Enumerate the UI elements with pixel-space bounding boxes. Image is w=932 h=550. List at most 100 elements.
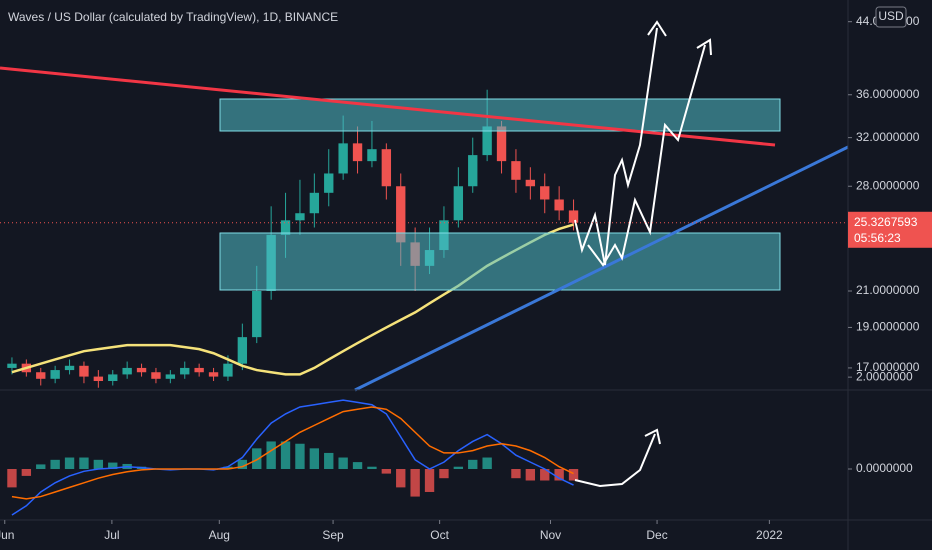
candle-body <box>180 367 190 375</box>
candle-body <box>352 143 363 162</box>
macd-histogram-bar <box>50 459 60 470</box>
macd-histogram-bar <box>64 457 75 470</box>
last-price-label: 25.3267593 <box>854 215 918 229</box>
candle-body <box>223 363 233 377</box>
candle-body <box>511 161 521 180</box>
candle-body <box>194 367 204 373</box>
macd-histogram-bar <box>309 448 320 470</box>
y-tick-label: 32.0000000 <box>856 130 920 144</box>
y-tick-label: 2.0000000 <box>856 369 913 383</box>
candle-body <box>136 367 147 373</box>
y-tick-label: 36.0000000 <box>856 87 920 101</box>
candle-body <box>468 155 478 187</box>
macd-histogram-bar <box>7 469 17 488</box>
x-tick-label: 2022 <box>756 528 783 542</box>
candle-body <box>525 179 536 187</box>
macd-histogram-bar <box>439 469 449 479</box>
macd-histogram-bar <box>36 464 46 470</box>
candle-body <box>540 186 550 200</box>
x-tick-label: Jun <box>0 528 14 542</box>
x-tick-label: Dec <box>646 528 667 542</box>
support-zone <box>219 232 781 291</box>
macd-histogram-bar <box>568 469 579 481</box>
macd-histogram-bar <box>540 469 550 481</box>
candle-body <box>151 372 161 379</box>
x-tick-label: Jul <box>104 528 119 542</box>
macd-histogram-bar <box>324 452 334 470</box>
macd-histogram-bar <box>511 469 521 479</box>
candle-body <box>79 365 89 377</box>
candle-body <box>36 372 46 379</box>
countdown-label: 05:56:23 <box>854 231 901 245</box>
macd-histogram-bar <box>79 457 89 470</box>
candle-body <box>280 220 291 235</box>
macd-histogram-bar <box>381 469 392 474</box>
candle-body <box>554 199 564 211</box>
macd-histogram-bar <box>396 469 406 488</box>
macd-histogram-bar <box>237 459 248 470</box>
macd-histogram-bar <box>252 448 262 470</box>
candle-body <box>295 213 305 221</box>
macd-line <box>11 399 574 516</box>
macd-histogram-bar <box>352 462 363 470</box>
candle-body <box>122 367 132 375</box>
y-tick-label: 0.0000000 <box>856 461 913 475</box>
x-tick-label: Nov <box>540 528 561 542</box>
candle-body <box>381 149 392 187</box>
arrow-head <box>696 38 712 56</box>
x-tick-label: Sep <box>322 528 344 542</box>
chart-title: Waves / US Dollar (calculated by Trading… <box>8 10 338 24</box>
macd-histogram-bar <box>338 457 348 470</box>
projection-arrow <box>574 27 658 266</box>
y-tick-label: 28.0000000 <box>856 178 920 192</box>
candle-body <box>367 149 377 162</box>
y-tick-label: 21.0000000 <box>856 283 920 297</box>
candle-body <box>309 192 320 214</box>
macd-histogram-bar <box>93 459 104 470</box>
resistance-zone <box>219 98 781 132</box>
blue-trendline <box>354 145 849 392</box>
signal-line <box>11 406 574 500</box>
macd-histogram-bar <box>21 469 32 476</box>
arrow-head <box>644 428 661 445</box>
currency-badge <box>875 6 907 28</box>
candle-body <box>252 290 262 338</box>
macd-histogram-bar <box>266 441 276 470</box>
candle-body <box>496 126 507 162</box>
candle-body <box>108 374 118 382</box>
candle-body <box>482 126 492 156</box>
macd-histogram-bar <box>554 469 564 481</box>
arrow-head <box>647 20 667 37</box>
currency-label: USD <box>878 9 904 23</box>
projection-arrow <box>587 44 706 267</box>
x-tick-label: Aug <box>209 528 230 542</box>
macd-histogram-bar <box>424 469 435 492</box>
candle-body <box>568 210 579 223</box>
macd-histogram-bar <box>367 466 377 470</box>
macd-histogram-bar <box>108 462 118 470</box>
macd-histogram-bar <box>410 469 420 497</box>
candle-body <box>338 143 348 174</box>
macd-histogram-bar <box>223 466 233 470</box>
drawings <box>0 20 849 488</box>
x-tick-label: Oct <box>430 528 449 542</box>
macd-histogram-bar <box>525 469 536 481</box>
y-tick-label: 17.0000000 <box>856 360 920 374</box>
macd-histogram-bar <box>468 459 478 470</box>
candle-body <box>165 374 176 379</box>
candle-body <box>50 370 60 379</box>
last-price-tag <box>848 211 932 248</box>
candle-body <box>396 186 406 243</box>
candle-body <box>453 186 464 221</box>
red-trendline <box>0 66 776 147</box>
macd-histogram-bar <box>280 441 291 470</box>
candle-body <box>208 372 219 377</box>
macd-histogram-bar <box>295 443 305 470</box>
macd-projection-arrow <box>574 433 656 488</box>
candle-body <box>7 363 17 368</box>
macd-histogram-bar <box>482 457 492 470</box>
candle-body <box>64 365 75 371</box>
macd-histogram-bar <box>453 466 464 470</box>
